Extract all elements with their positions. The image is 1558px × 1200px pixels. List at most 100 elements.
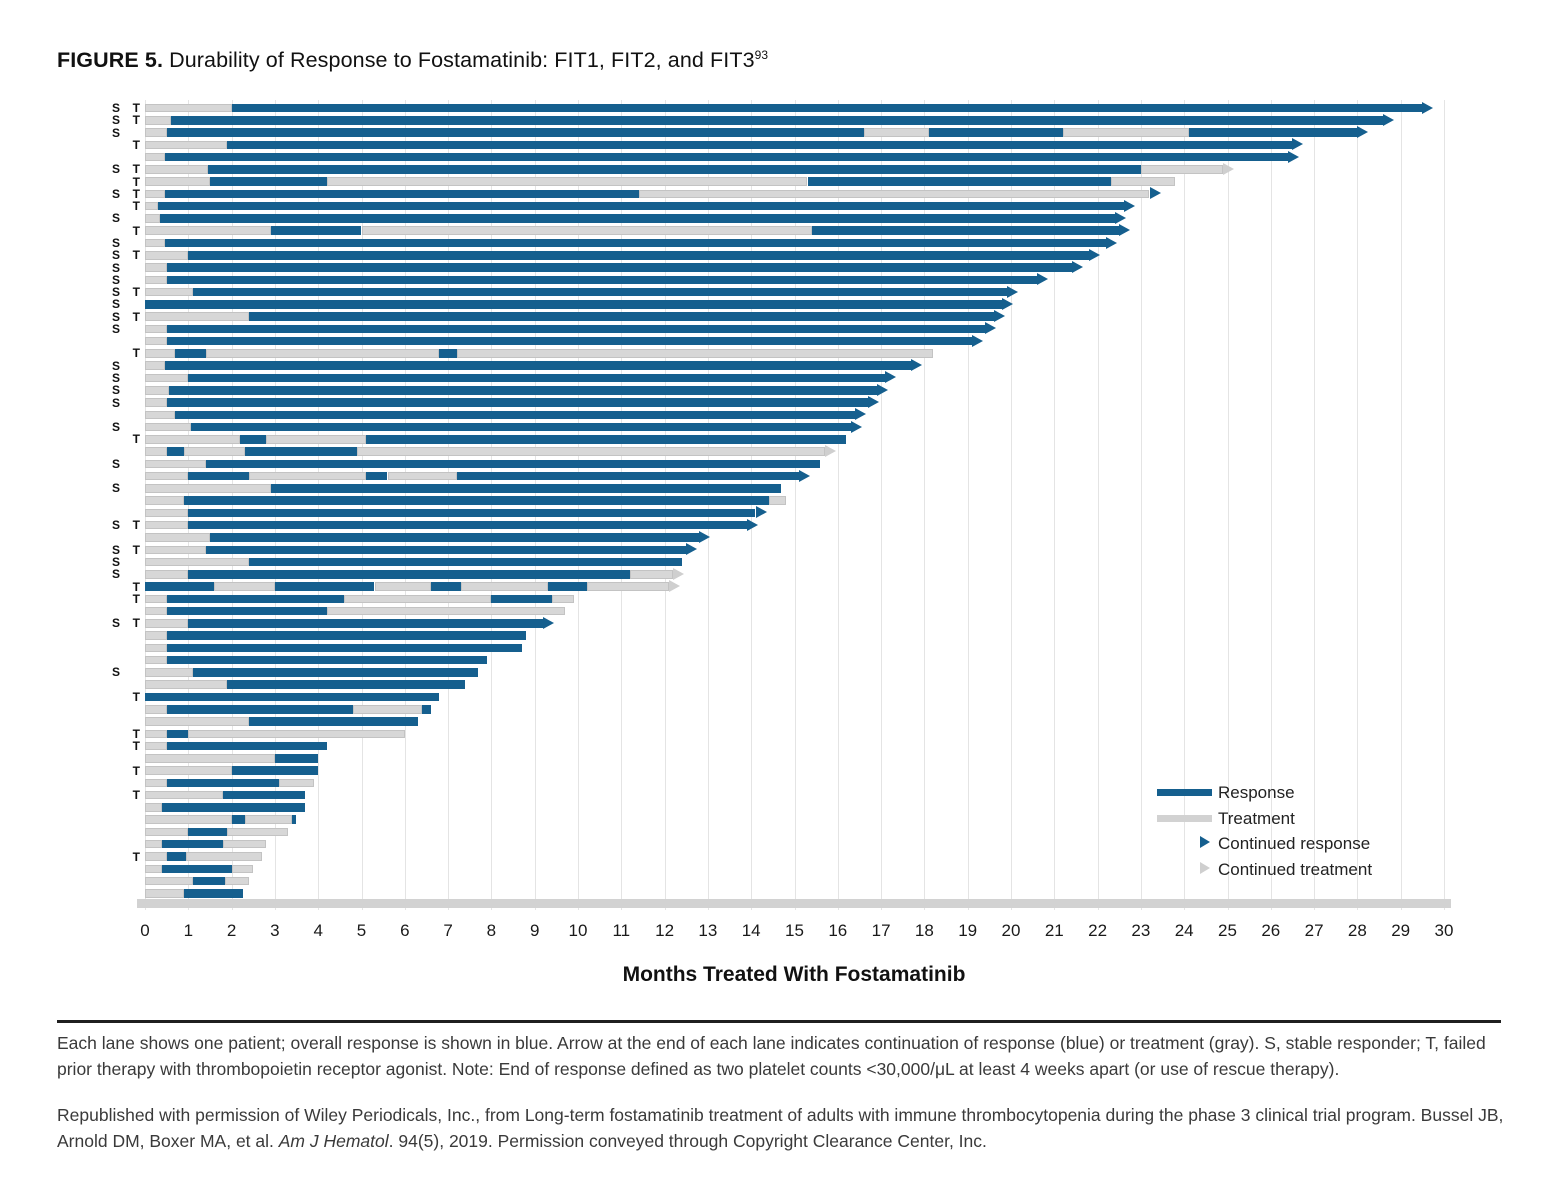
treatment-segment [145, 152, 165, 162]
figure-title-text: Durability of Response to Fostamatinib: … [163, 48, 755, 73]
treatment-segment [145, 189, 165, 199]
lane-label-s: S [111, 113, 120, 128]
gridline [448, 100, 450, 910]
continued-treatment-arrow [1223, 162, 1235, 175]
gridline [794, 100, 796, 910]
x-tick-label: 30 [1434, 921, 1454, 940]
response-segment [166, 852, 187, 861]
treatment-segment [145, 839, 163, 849]
response-segment [166, 275, 1037, 284]
continued-response-arrow [993, 310, 1005, 323]
footnote-permission-text: . 94(5), 2019. Permission conveyed throu… [388, 1131, 987, 1151]
response-segment [166, 778, 280, 788]
lane-label-t: T [132, 113, 140, 128]
gridline [1314, 100, 1316, 910]
continued-response-arrow [746, 518, 758, 531]
x-tick-label: 0 [140, 921, 150, 940]
response-segment [162, 839, 223, 849]
response-segment [166, 655, 488, 665]
treatment-segment [145, 533, 210, 542]
treatment-segment [145, 520, 189, 530]
treatment-segment [222, 839, 267, 849]
response-segment [166, 643, 522, 653]
legend-row-continued-response: Continued response [1150, 831, 1450, 857]
continued-response-arrow [876, 383, 888, 396]
continued-response-arrow [1088, 248, 1100, 261]
lane-label-s: S [111, 370, 120, 385]
response-segment [205, 545, 687, 554]
continued-response-arrow [699, 531, 711, 543]
response-segment [164, 361, 912, 370]
treatment-segment [145, 606, 167, 616]
continued-response-arrow [1106, 236, 1118, 249]
treatment-segment [145, 827, 189, 837]
treatment-segment [352, 705, 423, 714]
treatment-segment [145, 116, 171, 125]
treatment-segment [145, 741, 167, 751]
gridline [188, 100, 190, 910]
treatment-segment [279, 778, 314, 788]
gridline [881, 100, 883, 910]
treatment-segment [145, 815, 232, 824]
lane-label-t: T [132, 285, 140, 299]
treatment-segment [326, 177, 808, 186]
continued-response-arrow [868, 396, 880, 408]
treatment-segment [145, 778, 167, 788]
continued-response-arrow [1292, 138, 1304, 151]
treatment-segment [231, 864, 254, 873]
lane-label-s: S [111, 272, 120, 287]
lane-label-t: T [132, 432, 140, 447]
x-tick-label: 2 [226, 921, 237, 940]
treatment-segment [188, 729, 405, 738]
response-segment [209, 533, 700, 542]
response-segment [145, 300, 1003, 309]
treatment-segment [227, 827, 288, 837]
response-segment [166, 631, 527, 640]
treatment-segment [145, 287, 193, 297]
continued-response-arrow [1002, 297, 1014, 310]
gridline [1140, 100, 1142, 910]
gridline [534, 100, 536, 910]
response-segment [244, 447, 358, 456]
gridline [231, 100, 233, 910]
x-axis-title: Months Treated With Fostamatinib [622, 963, 966, 986]
lane-label-s: S [111, 420, 120, 434]
response-segment [166, 324, 986, 334]
response-segment [166, 128, 864, 137]
continued-treatment-arrow-icon [1200, 861, 1210, 874]
chart-legend: Response Treatment Continued response Co… [1150, 780, 1450, 882]
lane-label-s: S [111, 358, 120, 373]
response-segment [365, 435, 847, 444]
treatment-segment [145, 803, 163, 812]
treatment-segment [145, 459, 206, 469]
lane-label-s: S [111, 297, 120, 312]
response-line-icon [1157, 789, 1212, 796]
treatment-segment [145, 263, 167, 272]
x-tick-label: 21 [1044, 921, 1064, 940]
lane-label-t: T [132, 788, 140, 803]
treatment-segment [361, 226, 812, 235]
response-segment [164, 238, 1107, 248]
gridline [1270, 100, 1272, 910]
gridline [707, 100, 709, 910]
lane-label-s: S [111, 321, 120, 336]
gridline [361, 100, 363, 910]
lane-label-s: S [111, 211, 120, 226]
gridline [1097, 100, 1099, 910]
x-tick-label: 15 [785, 921, 804, 940]
response-segment [166, 447, 184, 456]
treatment-segment [145, 349, 176, 358]
response-segment [184, 496, 769, 505]
lane-label-s: S [111, 481, 120, 496]
treatment-segment [145, 128, 167, 137]
treatment-segment [1063, 128, 1189, 137]
continued-response-arrow [1123, 199, 1135, 212]
treatment-segment [145, 754, 275, 763]
treatment-segment [1110, 177, 1176, 186]
response-segment [222, 790, 306, 800]
treatment-segment [145, 238, 165, 248]
gridline [837, 100, 839, 910]
x-tick-label: 26 [1261, 921, 1281, 940]
gridline [1227, 100, 1229, 910]
response-segment [274, 582, 375, 591]
